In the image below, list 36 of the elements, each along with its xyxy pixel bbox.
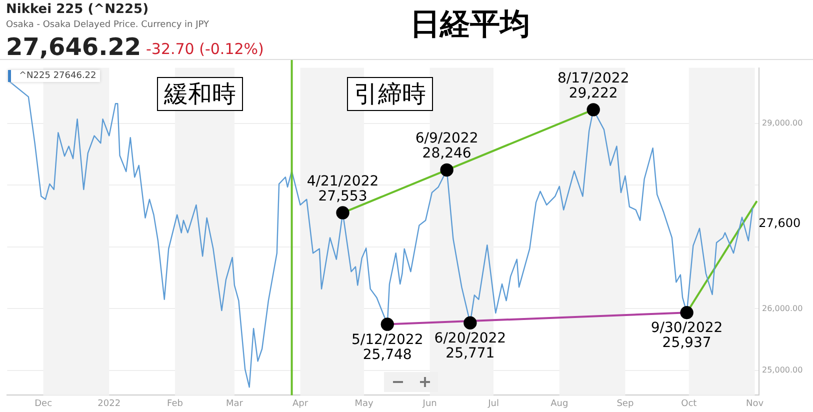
annotation: 6/20/2022 25,771 [434, 330, 506, 362]
x-tick-label: Oct [681, 398, 698, 409]
annotation: ^N225 27646.22 [8, 70, 100, 82]
x-tick-label: Aug [550, 398, 568, 409]
annotation: 引締時 [347, 77, 433, 111]
point [336, 206, 350, 220]
annotation: 27,600 [758, 216, 801, 230]
text: Osaka - Osaka Delayed Price. Currency in JPY [6, 20, 209, 30]
point [440, 163, 454, 177]
annotation: 緩和時 [157, 77, 243, 111]
x-tick-label: Jun [422, 398, 437, 409]
x-tick-label: Mar [226, 398, 244, 409]
x-tick-label: Feb [167, 398, 184, 409]
point [586, 103, 600, 116]
annotation: 5/12/2022 25,748 [351, 332, 424, 363]
y-tick-label: 25,000.00 [762, 366, 803, 375]
point [680, 306, 694, 320]
point [464, 316, 477, 330]
x-tick-label: Apr [292, 398, 308, 409]
chart-subtitle: Nikkei 225 (^N225) [6, 2, 149, 17]
annotation: 8/17/2022 29,222 [557, 70, 630, 102]
annotation: 4/21/2022 27,553 [306, 173, 379, 204]
x-tick-label: Sep [616, 398, 634, 409]
x-tick-label: Jul [487, 398, 499, 409]
x-tick-label: May [354, 398, 374, 409]
point [380, 318, 394, 331]
text: -32.70 (-0.12%) [146, 40, 264, 58]
annotation: 9/30/2022 25,937 [650, 320, 723, 352]
x-tick-label: Dec [34, 398, 52, 409]
x-tick-label: Nov [746, 398, 764, 409]
text: 27,646.22 [6, 33, 142, 61]
annotation: 6/9/2022 28,246 [415, 130, 478, 162]
x-tick-label: 2022 [98, 398, 121, 409]
y-tick-label: 26,000.00 [762, 304, 803, 313]
y-tick-label: 29,000.00 [762, 118, 803, 128]
chart-title: 日経平均 [410, 6, 530, 44]
